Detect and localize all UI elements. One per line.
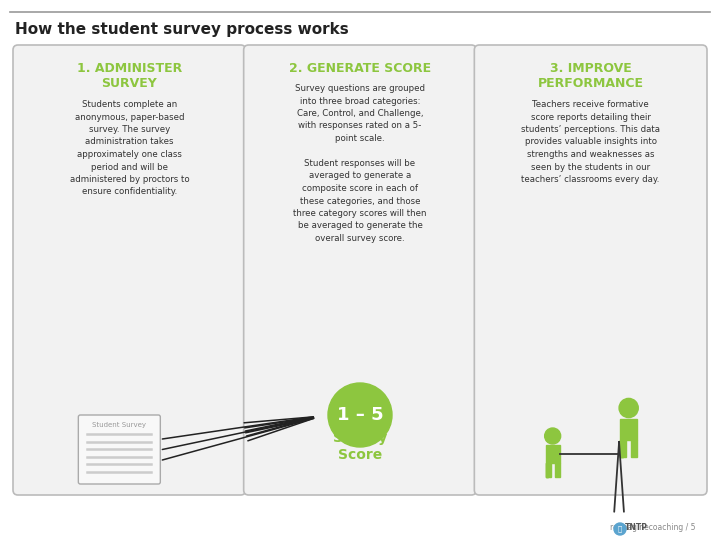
Bar	[546, 445, 559, 463]
Text: Survey questions are grouped
into three broad categories:
Care, Control, and Cha: Survey questions are grouped into three …	[293, 84, 427, 243]
Circle shape	[544, 428, 561, 444]
Text: 2. GENERATE SCORE: 2. GENERATE SCORE	[289, 62, 431, 75]
Circle shape	[614, 523, 626, 535]
FancyBboxPatch shape	[243, 45, 477, 495]
Bar	[620, 440, 626, 457]
Text: Teachers receive formative
score reports detailing their
students’ perceptions. : Teachers receive formative score reports…	[521, 100, 660, 184]
Circle shape	[619, 399, 638, 417]
Circle shape	[328, 383, 392, 447]
Bar	[620, 418, 637, 440]
Text: Students complete an
anonymous, paper-based
survey. The survey
administration ta: Students complete an anonymous, paper-ba…	[70, 100, 189, 197]
Text: 1. ADMINISTER
SURVEY: 1. ADMINISTER SURVEY	[77, 62, 182, 90]
Text: How the student survey process works: How the student survey process works	[15, 22, 348, 37]
Text: Survey
Score: Survey Score	[333, 431, 387, 462]
Bar	[546, 463, 551, 477]
Text: TNTP: TNTP	[625, 523, 648, 532]
FancyBboxPatch shape	[78, 415, 161, 484]
FancyBboxPatch shape	[474, 45, 707, 495]
Text: Ⓣ: Ⓣ	[618, 526, 622, 532]
Text: 1 – 5: 1 – 5	[337, 406, 383, 424]
Text: reimaginecoaching / 5: reimaginecoaching / 5	[610, 523, 695, 532]
Text: 3. IMPROVE
PERFORMANCE: 3. IMPROVE PERFORMANCE	[538, 62, 644, 90]
Bar	[554, 463, 559, 477]
Bar	[631, 440, 637, 457]
FancyBboxPatch shape	[13, 45, 246, 495]
Text: Student Survey: Student Survey	[92, 422, 146, 428]
